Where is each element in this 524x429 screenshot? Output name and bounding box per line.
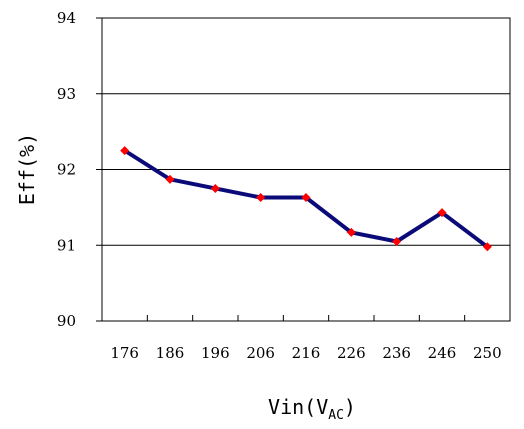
x-tick-label-6: 236 bbox=[382, 344, 411, 362]
series-group bbox=[120, 146, 492, 252]
data-point-3 bbox=[256, 193, 266, 203]
data-point-7 bbox=[437, 208, 447, 218]
data-point-6 bbox=[392, 236, 402, 246]
x-tick-label-4: 216 bbox=[292, 344, 321, 362]
y-tick-label-4: 94 bbox=[57, 9, 76, 27]
x-axis-title-main: Vin(V bbox=[268, 395, 328, 419]
data-point-8 bbox=[482, 242, 492, 252]
data-point-0 bbox=[120, 146, 130, 156]
x-axis-title-sub: AC bbox=[328, 408, 344, 423]
y-tick-label-3: 93 bbox=[57, 85, 76, 103]
x-tick-label-2: 196 bbox=[201, 344, 230, 362]
y-axis-title: Eff(%) bbox=[15, 133, 39, 205]
data-point-4 bbox=[301, 193, 311, 203]
x-tick-label-5: 226 bbox=[337, 344, 366, 362]
grid-lines bbox=[102, 93, 510, 246]
x-axis-ticks: 176 186 196 206 216 226 236 246 250 bbox=[110, 315, 502, 362]
y-tick-label-0: 90 bbox=[57, 312, 76, 330]
x-axis-title-close: ) bbox=[344, 395, 356, 419]
x-tick-label-7: 246 bbox=[428, 344, 457, 362]
x-tick-label-1: 186 bbox=[156, 344, 185, 362]
data-point-1 bbox=[165, 174, 175, 184]
data-point-2 bbox=[210, 183, 220, 193]
x-tick-label-8: 250 bbox=[473, 344, 502, 362]
y-tick-label-1: 91 bbox=[57, 236, 76, 254]
y-axis-ticks: 90 91 92 93 94 bbox=[57, 9, 102, 330]
x-tick-label-0: 176 bbox=[110, 344, 139, 362]
y-tick-label-2: 92 bbox=[57, 161, 76, 179]
x-axis-title: Vin(VAC) bbox=[268, 395, 356, 423]
x-tick-label-3: 206 bbox=[246, 344, 275, 362]
data-point-5 bbox=[346, 227, 356, 237]
